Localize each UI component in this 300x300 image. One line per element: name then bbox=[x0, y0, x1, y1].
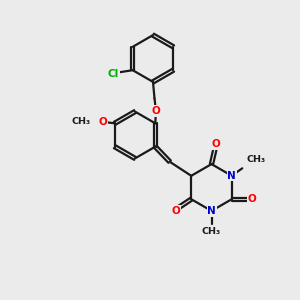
Text: N: N bbox=[227, 171, 236, 181]
Text: Cl: Cl bbox=[108, 69, 119, 79]
Text: O: O bbox=[152, 106, 160, 116]
Text: CH₃: CH₃ bbox=[247, 155, 266, 164]
Text: CH₃: CH₃ bbox=[72, 117, 91, 126]
Text: O: O bbox=[212, 139, 220, 149]
Text: N: N bbox=[207, 206, 216, 216]
Text: CH₃: CH₃ bbox=[202, 227, 221, 236]
Text: O: O bbox=[247, 194, 256, 204]
Text: O: O bbox=[98, 117, 107, 127]
Text: O: O bbox=[172, 206, 181, 216]
